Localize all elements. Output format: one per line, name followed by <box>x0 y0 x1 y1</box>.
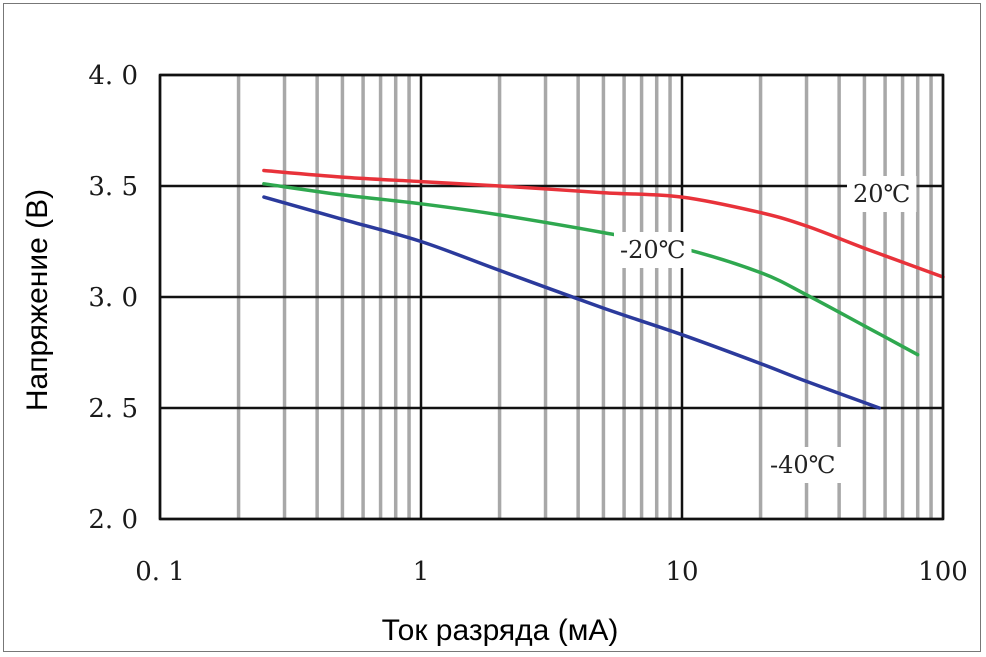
x-axis-title: Ток разряда (мА) <box>382 614 619 647</box>
y-axis-title: Напряжение (В) <box>21 189 54 411</box>
chart-frame <box>3 3 981 652</box>
y-tick-label: 2. 0 <box>88 505 138 535</box>
x-tick-label: 1 <box>413 557 430 587</box>
y-tick-label: 4. 0 <box>88 61 138 91</box>
tick-labels: 0. 1 1 10 100 2. 0 2. 5 3. 0 3. 5 4. 0 <box>88 61 967 587</box>
label-bg-minus20c <box>614 232 692 268</box>
y-tick-label: 2. 5 <box>88 394 138 424</box>
series-line-2 <box>262 195 882 410</box>
series-label-20c: 20℃ <box>853 180 910 208</box>
label-bg-minus40c <box>764 447 842 483</box>
x-tick-label: 100 <box>918 557 968 587</box>
series-line-0 <box>262 168 945 279</box>
x-tick-label: 0. 1 <box>135 557 185 587</box>
y-tick-label: 3. 5 <box>88 172 138 202</box>
y-tick-label: 3. 0 <box>88 283 138 313</box>
series-label-minus40c: -40℃ <box>770 451 836 479</box>
plot-area-border <box>158 73 945 521</box>
series-labels: 20℃ -20℃ -40℃ <box>614 176 917 483</box>
x-tick-label: 10 <box>665 557 698 587</box>
series-label-minus20c: -20℃ <box>620 236 686 264</box>
label-bg-20c <box>847 176 917 212</box>
